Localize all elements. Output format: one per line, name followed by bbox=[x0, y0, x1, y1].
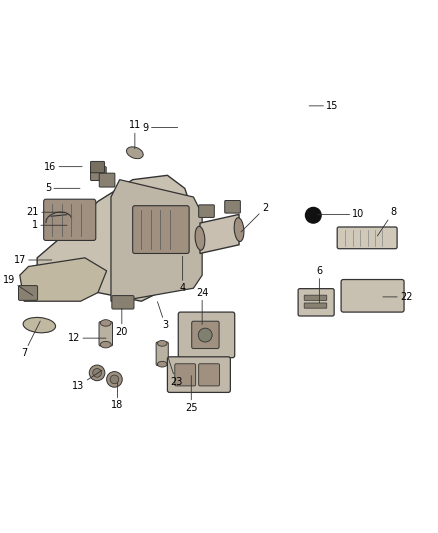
Ellipse shape bbox=[234, 217, 244, 241]
FancyBboxPatch shape bbox=[91, 161, 104, 173]
FancyBboxPatch shape bbox=[156, 342, 168, 366]
Text: 4: 4 bbox=[180, 256, 186, 293]
Text: 11: 11 bbox=[129, 120, 141, 149]
FancyBboxPatch shape bbox=[192, 321, 219, 349]
FancyBboxPatch shape bbox=[99, 173, 115, 187]
Ellipse shape bbox=[127, 147, 143, 159]
FancyBboxPatch shape bbox=[304, 295, 327, 301]
Text: 8: 8 bbox=[378, 207, 396, 236]
Ellipse shape bbox=[157, 341, 167, 346]
FancyBboxPatch shape bbox=[178, 312, 235, 358]
FancyBboxPatch shape bbox=[167, 357, 230, 392]
Text: 2: 2 bbox=[241, 203, 268, 232]
Ellipse shape bbox=[23, 318, 56, 333]
FancyBboxPatch shape bbox=[304, 303, 327, 308]
FancyBboxPatch shape bbox=[18, 286, 38, 301]
Text: 17: 17 bbox=[14, 255, 52, 265]
FancyBboxPatch shape bbox=[99, 321, 113, 346]
Circle shape bbox=[106, 372, 122, 387]
Text: 25: 25 bbox=[185, 376, 198, 413]
FancyBboxPatch shape bbox=[199, 205, 214, 217]
Circle shape bbox=[198, 328, 212, 342]
Text: 9: 9 bbox=[143, 123, 178, 133]
PathPatch shape bbox=[37, 175, 194, 301]
Text: 24: 24 bbox=[196, 287, 208, 325]
FancyBboxPatch shape bbox=[225, 200, 240, 213]
Text: 18: 18 bbox=[111, 382, 124, 410]
Text: 16: 16 bbox=[44, 161, 82, 172]
Ellipse shape bbox=[100, 320, 111, 326]
FancyBboxPatch shape bbox=[133, 206, 189, 254]
PathPatch shape bbox=[20, 258, 106, 301]
FancyBboxPatch shape bbox=[341, 279, 404, 312]
Text: 19: 19 bbox=[3, 274, 33, 295]
Text: 22: 22 bbox=[383, 292, 413, 302]
Text: 6: 6 bbox=[316, 266, 322, 303]
Text: 20: 20 bbox=[116, 309, 128, 337]
Text: 21: 21 bbox=[27, 207, 65, 217]
Text: 23: 23 bbox=[168, 358, 182, 386]
PathPatch shape bbox=[200, 214, 239, 254]
Circle shape bbox=[110, 375, 119, 384]
Text: 13: 13 bbox=[72, 370, 102, 391]
Text: 1: 1 bbox=[32, 220, 67, 230]
FancyBboxPatch shape bbox=[44, 199, 96, 240]
Ellipse shape bbox=[100, 342, 111, 348]
FancyArrowPatch shape bbox=[51, 215, 67, 216]
FancyBboxPatch shape bbox=[199, 364, 219, 386]
Ellipse shape bbox=[157, 361, 167, 367]
FancyBboxPatch shape bbox=[337, 227, 397, 249]
FancyBboxPatch shape bbox=[298, 289, 334, 316]
Ellipse shape bbox=[195, 227, 205, 250]
FancyBboxPatch shape bbox=[112, 296, 134, 309]
Text: 10: 10 bbox=[318, 209, 364, 220]
Text: 12: 12 bbox=[68, 333, 106, 343]
FancyBboxPatch shape bbox=[175, 364, 196, 386]
Circle shape bbox=[93, 368, 102, 377]
FancyBboxPatch shape bbox=[91, 167, 106, 181]
PathPatch shape bbox=[111, 180, 202, 301]
Circle shape bbox=[305, 207, 321, 223]
Text: 5: 5 bbox=[45, 183, 80, 193]
Circle shape bbox=[89, 365, 105, 381]
Text: 3: 3 bbox=[157, 302, 168, 330]
Text: 15: 15 bbox=[309, 101, 339, 111]
Text: 7: 7 bbox=[21, 321, 40, 358]
